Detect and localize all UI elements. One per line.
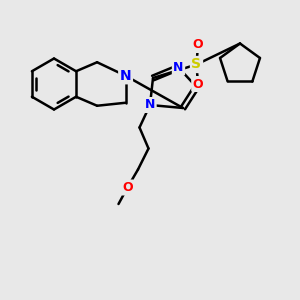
Text: N: N	[145, 98, 155, 112]
Text: O: O	[193, 38, 203, 52]
Text: O: O	[193, 77, 203, 91]
Text: N: N	[173, 61, 184, 74]
Text: O: O	[122, 181, 133, 194]
Text: N: N	[120, 69, 131, 83]
Text: S: S	[191, 58, 202, 71]
